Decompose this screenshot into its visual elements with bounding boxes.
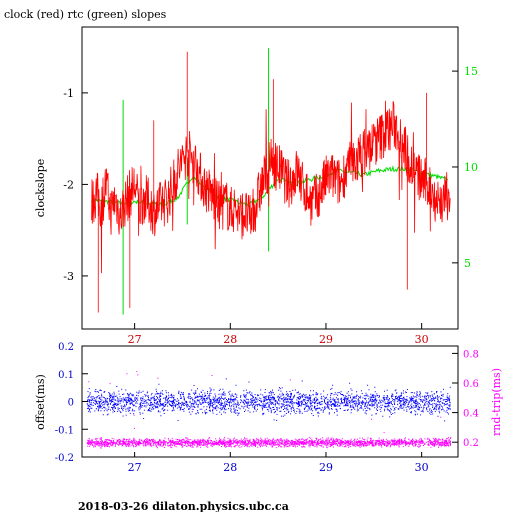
bottom-x-tick-label: 28 bbox=[223, 461, 237, 474]
top-y2-tick-label: 5 bbox=[464, 257, 471, 270]
footer-text: 2018-03-26 dilaton.physics.ubc.ca bbox=[78, 500, 289, 512]
bottom-y2-tick-label: 0.4 bbox=[463, 409, 479, 420]
bottom-panel: 27 28 29 30 0.2 0.1 0 -0.1 -0.2 0.8 0.6 0.4 0.2 offs… bbox=[34, 342, 503, 474]
top-y2-tick-label: 15 bbox=[464, 65, 478, 78]
top-y-axis-label: clockslope bbox=[34, 159, 47, 217]
bottom-series-layer bbox=[86, 371, 452, 449]
bottom-y2-tick-label: 0.6 bbox=[463, 379, 479, 390]
bottom-y2-axis-label: rnd-trip(ms) bbox=[490, 368, 503, 436]
bottom-y2-tick-label: 0.2 bbox=[463, 438, 479, 449]
offset-points bbox=[86, 378, 452, 422]
clock-slope-line bbox=[91, 100, 451, 274]
bottom-y-tick-label: 0.1 bbox=[58, 370, 74, 381]
bottom-x-tick-label: 27 bbox=[128, 461, 142, 474]
bottom-y-tick-label: -0.2 bbox=[55, 453, 74, 464]
top-y-tick-label: -3 bbox=[63, 270, 74, 283]
top-x-tick-label: 30 bbox=[415, 333, 429, 346]
bottom-axes-layer: 27 28 29 30 0.2 0.1 0 -0.1 -0.2 0.8 0.6 0.4 0.2 bbox=[55, 342, 479, 474]
top-y2-tick-label: 10 bbox=[464, 161, 478, 174]
top-series-layer bbox=[91, 48, 451, 315]
bottom-x-tick-label: 30 bbox=[415, 461, 429, 474]
top-y-tick-label: -2 bbox=[63, 178, 74, 191]
bottom-y-tick-label: -0.1 bbox=[55, 425, 74, 436]
top-x-tick-label: 29 bbox=[319, 333, 333, 346]
chart-title: clock (red) rtc (green) slopes bbox=[4, 8, 167, 21]
top-panel: 27 28 29 30 -1 -2 -3 5 10 15 clockslope bbox=[34, 26, 478, 346]
bottom-y-tick-label: 0.2 bbox=[58, 342, 74, 353]
top-axes-layer: 27 28 29 30 -1 -2 -3 5 10 15 bbox=[63, 65, 478, 346]
rnd-trip-points bbox=[86, 371, 452, 449]
bottom-y-tick-label: 0 bbox=[68, 398, 74, 409]
bottom-y2-tick-label: 0.8 bbox=[463, 349, 479, 360]
top-x-tick-label: 27 bbox=[128, 333, 142, 346]
top-x-tick-label: 28 bbox=[223, 333, 237, 346]
bottom-y-axis-label: offset(ms) bbox=[34, 374, 47, 430]
bottom-x-tick-label: 29 bbox=[319, 461, 333, 474]
top-y-tick-label: -1 bbox=[63, 87, 74, 100]
top-plot-frame bbox=[81, 26, 459, 330]
